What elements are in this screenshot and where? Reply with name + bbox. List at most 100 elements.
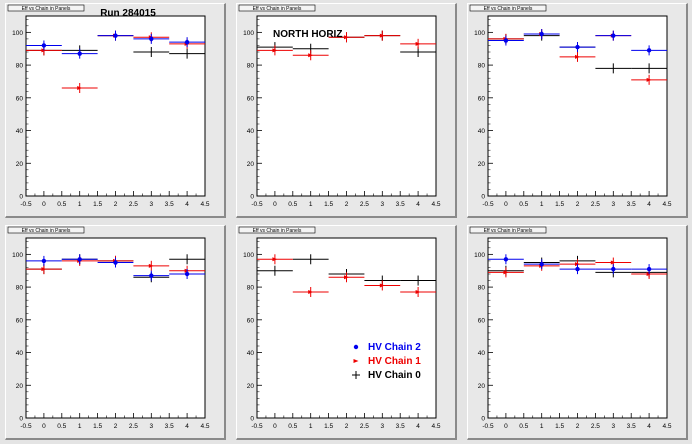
- pad-1-plot: Eff vs Chain in Panels-0.5 0 0.5 1 1.5 2 2.5 3 3…: [7, 4, 210, 208]
- x-tick-label: 3.5: [165, 423, 174, 430]
- marker-dot: [503, 38, 509, 43]
- marker-dot: [113, 33, 118, 38]
- x-tick-label: 0: [273, 201, 277, 208]
- data-point: [328, 272, 365, 283]
- marker-arrow: [148, 263, 154, 268]
- y-tick-label: 0: [481, 416, 485, 423]
- data-point: [61, 48, 98, 59]
- y-tick-label: 60: [478, 95, 486, 102]
- x-tick-label: 4.5: [200, 201, 209, 208]
- data-point: [133, 260, 170, 271]
- title-box: Eff vs Chain in Panels: [469, 226, 547, 234]
- data-point: [169, 269, 205, 279]
- y-tick-label: 60: [16, 317, 24, 324]
- y-tick-label: 60: [16, 95, 24, 102]
- title-box-text: Eff vs Chain in Panels: [253, 6, 302, 12]
- title-box: Eff vs Chain in Panels: [238, 4, 316, 12]
- marker-dot: [41, 43, 47, 48]
- data-point: [364, 30, 401, 41]
- y-tick-label: 20: [247, 161, 255, 168]
- data-point: [169, 254, 205, 265]
- x-tick-label: 3: [380, 423, 384, 430]
- title-box-frame: [7, 4, 85, 12]
- data-point: [400, 287, 436, 297]
- y-tick-label: 100: [243, 252, 254, 259]
- marker-arrow: [503, 270, 509, 275]
- data-point: [292, 287, 329, 297]
- y-tick-label: 20: [478, 161, 486, 168]
- x-tick-label: 2: [576, 201, 580, 208]
- pad-3-plot: Eff vs Chain in Panels-0.5 0 0.5 1 1.5 2 2.5 3 3…: [469, 4, 672, 208]
- x-tick-label: 4.5: [431, 423, 440, 430]
- plot-frame: [256, 237, 437, 419]
- x-tick-label: 3: [149, 423, 153, 430]
- marker-arrow: [41, 267, 47, 272]
- x-tick-label: 2.5: [591, 423, 600, 430]
- y-tick-label: 80: [247, 63, 255, 70]
- marker-arrow: [308, 53, 314, 58]
- data-point: [631, 45, 667, 56]
- data-point: [631, 63, 667, 74]
- data-point: [97, 257, 134, 268]
- x-tick-label: 2: [576, 423, 580, 430]
- y-tick-label: 40: [16, 350, 24, 357]
- x-tick-label: 4.5: [200, 423, 209, 430]
- data-point: [292, 254, 329, 265]
- legend-marker-dot: [353, 344, 359, 350]
- data-point: [488, 254, 524, 265]
- title-box: Eff vs Chain in Panels: [469, 4, 547, 12]
- x-tick-label: 3.5: [165, 201, 174, 208]
- x-tick-label: -0.5: [251, 201, 263, 208]
- x-tick-label: -0.5: [251, 423, 263, 430]
- y-tick-label: 20: [247, 383, 255, 390]
- legend: HV Chain 2 HV Chain 1 HV Chain 0: [352, 342, 421, 381]
- pad-1: Eff vs Chain in Panels -0.5 0 0.5 1 1.5 2 2.5 3 3…: [5, 3, 226, 218]
- x-tick-label: 4: [185, 201, 189, 208]
- marker-arrow: [610, 260, 616, 265]
- pad-2-plot: Eff vs Chain in Panels-0.5 0 0.5 1 1.5 2 2.5 3 3…: [238, 4, 441, 208]
- y-tick-label: 20: [478, 383, 486, 390]
- x-tick-label: 1: [309, 201, 313, 208]
- pad-4: Eff vs Chain in Panels -0.5 0 0.5 1 1.5 2 2.5 3 3…: [5, 225, 226, 440]
- x-tick-label: 3.5: [627, 423, 636, 430]
- y-tick-label: 40: [247, 128, 255, 135]
- x-tick-label: 1: [540, 201, 544, 208]
- x-tick-label: 2.5: [129, 423, 138, 430]
- marker-dot: [41, 258, 47, 264]
- marker-dot: [149, 273, 154, 278]
- pad-6: Eff vs Chain in Panels -0.5 0 0.5 1 1.5 2 2.5 3 3…: [467, 225, 688, 440]
- y-tick-label: 100: [12, 252, 23, 259]
- data-point: [559, 42, 596, 53]
- marker-dot: [611, 266, 616, 272]
- y-tick-label: 40: [478, 128, 486, 135]
- title-box: Eff vs Chain in Panels: [7, 4, 85, 12]
- data-point: [169, 48, 205, 59]
- marker-dot: [575, 266, 580, 272]
- x-tick-label: 3: [380, 201, 384, 208]
- title-box-frame: [238, 226, 316, 234]
- y-tick-label: 60: [247, 95, 255, 102]
- marker-arrow: [344, 35, 349, 40]
- x-tick-label: 2.5: [360, 423, 369, 430]
- plot-frame: [256, 15, 437, 197]
- x-tick-label: 2: [114, 201, 118, 208]
- x-tick-label: 2.5: [591, 201, 600, 208]
- x-tick-label: 1.5: [93, 423, 102, 430]
- x-tick-label: 1: [309, 423, 313, 430]
- marker-dot: [77, 257, 82, 262]
- x-tick-label: 1: [540, 423, 544, 430]
- marker-dot: [539, 31, 544, 37]
- marker-dot: [184, 39, 190, 45]
- marker-dot: [77, 51, 82, 56]
- x-tick-label: 0.5: [519, 201, 528, 208]
- x-tick-label: 0.5: [519, 423, 528, 430]
- x-tick-label: 4: [647, 423, 651, 430]
- y-tick-label: 80: [478, 285, 486, 292]
- y-tick-label: 40: [478, 350, 486, 357]
- y-tick-label: 0: [250, 194, 254, 201]
- y-tick-label: 100: [12, 30, 23, 37]
- x-tick-label: 4.5: [662, 201, 671, 208]
- y-tick-label: 80: [16, 285, 24, 292]
- y-tick-label: 0: [250, 416, 254, 423]
- marker-dot: [575, 44, 580, 50]
